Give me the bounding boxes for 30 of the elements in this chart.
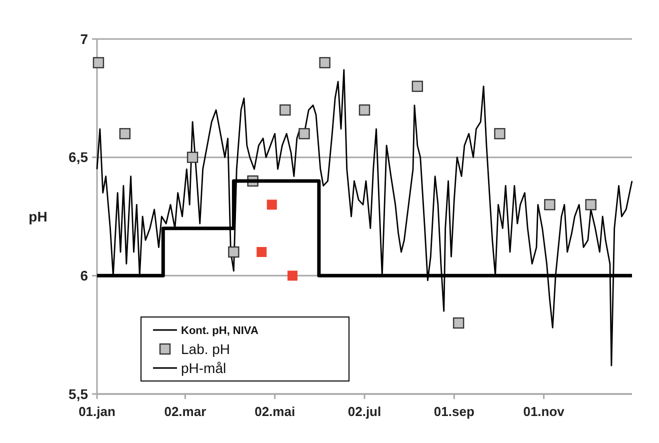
point <box>280 104 291 116</box>
y-axis-title: pH <box>28 208 48 224</box>
point <box>412 80 424 92</box>
point <box>319 57 330 68</box>
point <box>266 200 277 210</box>
legend-label: Kont. pH, NIVA <box>181 324 258 337</box>
x-tick-label: 01.jan <box>78 404 116 419</box>
point <box>287 270 298 281</box>
y-tick-label: 7 <box>80 30 88 47</box>
x-tick-label: 02.jul <box>348 404 382 419</box>
point <box>298 128 310 140</box>
y-tick-label: 5,5 <box>68 386 88 402</box>
y-tick-label: 6,5 <box>68 149 88 166</box>
point <box>494 128 506 140</box>
point <box>92 57 104 68</box>
point <box>186 152 198 163</box>
legend-label: pH-mål <box>181 360 226 376</box>
x-tick-label: 01.nov <box>523 404 566 419</box>
point <box>358 104 370 116</box>
x-tick-label: 01.sep <box>434 404 474 419</box>
point <box>228 246 240 258</box>
x-tick-label: 02.mar <box>164 404 206 419</box>
point <box>256 247 267 257</box>
legend-label: Lab. pH <box>181 340 230 357</box>
point <box>452 317 464 329</box>
y-tick-label: 6 <box>80 268 88 284</box>
point <box>119 128 131 140</box>
point <box>585 199 596 210</box>
x-tick-label: 02.mai <box>254 404 296 419</box>
point <box>544 199 556 210</box>
